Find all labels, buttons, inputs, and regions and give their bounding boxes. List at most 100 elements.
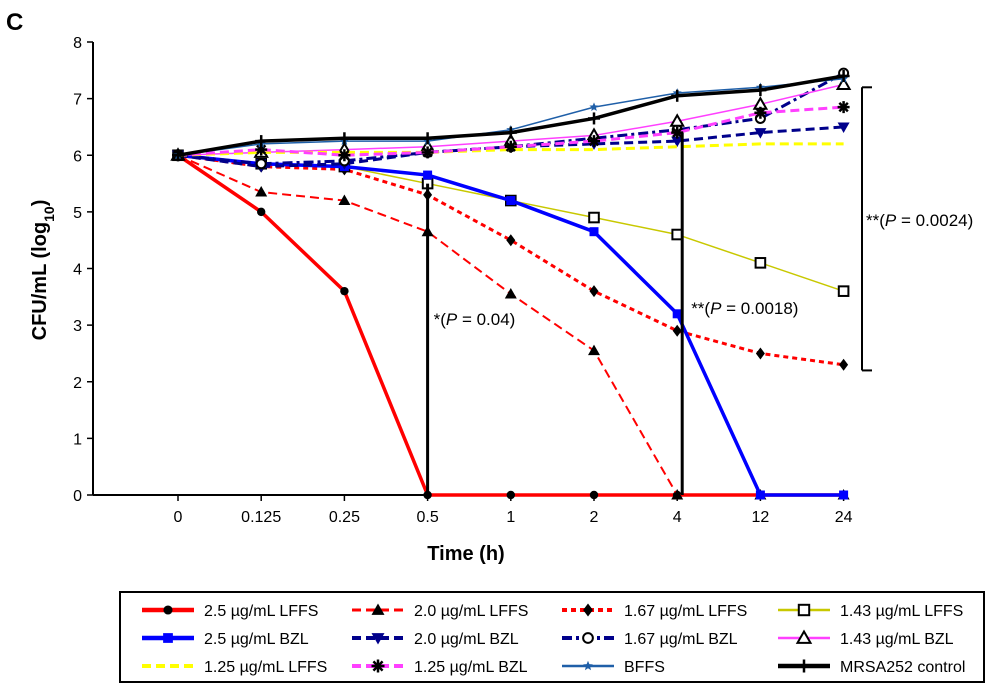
data-point [837,285,850,297]
data-point [255,158,267,170]
x-tick-label: 4 [673,509,682,526]
data-point-stroke [372,660,384,672]
data-point [797,659,811,673]
series-line [177,71,845,166]
legend-item: 2.5 µg/mL LFFS [142,603,318,620]
data-point [423,170,433,180]
y-tick-label: 2 [73,375,82,392]
legend-label: 2.0 µg/mL BZL [414,631,519,648]
legend-label: 1.25 µg/mL LFFS [204,659,327,676]
significance-prefix: *( [434,310,447,329]
x-tick-label: 24 [835,509,853,526]
legend-item: 2.0 µg/mL BZL [352,631,519,648]
data-point [506,490,515,500]
data-point [797,603,811,617]
data-point [588,112,600,125]
data-point [672,324,682,337]
y-tick-label: 6 [73,148,82,165]
significance-label: **(P = 0.0018) [691,299,798,318]
data-point [582,632,594,644]
legend-item: 1.25 µg/mL LFFS [142,659,327,676]
significance-prefix: **( [866,211,885,230]
y-tick-label: 3 [73,318,82,335]
series-layer [170,67,852,500]
data-point [589,490,599,500]
significance-label: **(P = 0.0024) [866,211,973,230]
legend-label: 1.43 µg/mL BZL [840,631,954,648]
data-point [163,633,173,643]
y-axis-title: CFU/mL (log10) [29,200,57,341]
data-point [421,146,434,159]
legend-item: 1.67 µg/mL LFFS [562,603,747,620]
data-point [795,629,813,644]
data-point [504,126,517,139]
data-point [338,149,351,162]
x-tick-label: 2 [590,509,599,526]
legend-label: MRSA252 control [840,659,965,676]
x-tick-label: 12 [752,509,770,526]
data-point [340,286,349,296]
data-point [338,132,351,145]
x-tick-label: 0.5 [416,509,438,526]
legend-label: 2.0 µg/mL LFFS [414,603,528,620]
data-point [506,196,516,206]
x-tick-label: 1 [506,509,515,526]
y-tick-label: 0 [73,488,82,505]
x-tick-label: 0.25 [329,509,360,526]
legend-item: 1.67 µg/mL BZL [562,631,738,648]
data-point [583,603,593,617]
y-tick-label: 4 [73,262,82,279]
legend-item: 1.43 µg/mL LFFS [778,603,963,620]
legend-label: BFFS [624,659,665,676]
data-point [671,489,684,500]
data-point [839,490,849,500]
x-tick-label: 0.125 [241,509,281,526]
data-point-stroke [672,127,683,138]
data-point-stroke [505,141,516,152]
data-point [754,128,767,139]
series-line [177,154,844,292]
significance-p: P [885,211,897,230]
data-point [754,84,767,97]
data-point [371,633,385,645]
data-point [589,227,599,237]
series-2 [173,149,849,371]
significance-suffix: = 0.0024) [896,211,973,230]
legend-label: 1.67 µg/mL LFFS [624,603,747,620]
data-point-stroke [339,150,350,161]
data-point [755,490,765,500]
data-point [163,605,173,615]
data-point [172,149,184,162]
data-point [371,659,385,673]
data-point [671,89,684,102]
legend-label: 1.25 µg/mL BZL [414,659,528,676]
data-point [588,344,600,356]
data-point [671,228,684,241]
data-point-stroke [256,144,267,155]
data-point [589,285,599,298]
data-point [338,194,351,206]
data-point [754,257,767,269]
legend: 2.5 µg/mL LFFS 2.0 µg/mL LFFS 1.67 µg/mL L… [119,591,985,683]
y-axis-title-sub: 10 [41,206,57,222]
data-point-stroke [588,135,600,147]
data-point [589,102,599,112]
x-tick-label: 0 [174,509,183,526]
data-point [583,660,593,671]
data-point-stroke [422,147,433,158]
legend-item: BFFS [562,659,665,676]
data-point [837,69,850,82]
y-tick-label: 5 [73,205,82,222]
data-point [837,122,850,133]
panel-label: C [6,9,23,36]
legend-item: MRSA252 control [778,659,965,676]
data-point [839,358,849,371]
data-point [835,76,852,90]
legend-label: 1.67 µg/mL BZL [624,631,738,648]
series-line [177,142,844,157]
legend-label: 2.5 µg/mL BZL [204,631,309,648]
data-point [754,106,767,119]
significance-suffix: = 0.04) [457,310,515,329]
legend-box [119,591,985,683]
legend-label: 1.43 µg/mL LFFS [840,603,963,620]
